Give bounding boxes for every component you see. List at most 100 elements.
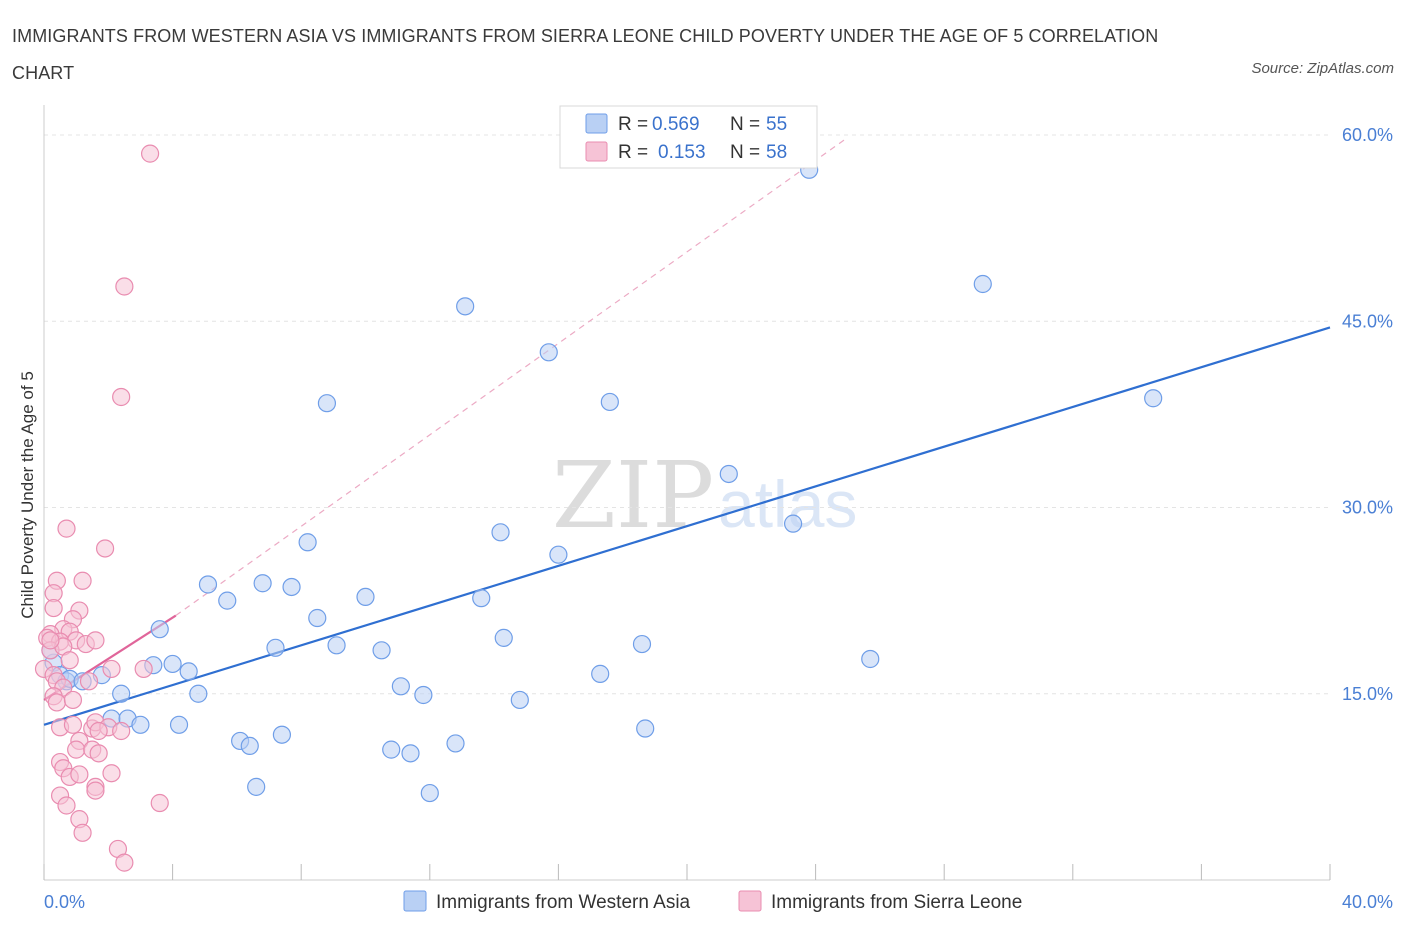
legend-n-value-1: 58: [766, 142, 787, 163]
point-1-48: [86, 781, 105, 800]
bottom-legend-label-sierra-leone: Immigrants from Sierra Leone: [771, 892, 1022, 913]
point-0-51: [861, 649, 880, 669]
point-1-6: [73, 571, 92, 590]
point-1-2: [112, 387, 131, 407]
point-0-49: [783, 514, 803, 533]
point-0-36: [446, 734, 465, 753]
point-0-11: [150, 620, 169, 639]
point-0-47: [636, 719, 655, 738]
x-tick-label-right: 40.0%: [1342, 892, 1393, 912]
point-0-23: [272, 725, 292, 744]
point-0-9: [131, 715, 150, 734]
point-0-19: [240, 736, 259, 756]
legend-r-label-1: R =: [618, 142, 648, 163]
point-0-40: [494, 628, 513, 647]
y-tick-label-2: 45.0%: [1342, 311, 1393, 331]
point-1-50: [57, 796, 76, 815]
point-0-17: [218, 591, 237, 610]
point-0-22: [266, 638, 285, 657]
axes: [43, 105, 1331, 881]
legend-r-value-1: 0.153: [658, 142, 706, 163]
point-0-39: [491, 523, 510, 542]
point-1-57: [41, 631, 60, 650]
point-0-41: [510, 690, 529, 710]
legend-n-label-0: N =: [730, 114, 760, 135]
legend-n-label-1: N =: [730, 142, 760, 163]
point-0-34: [414, 685, 433, 705]
point-0-37: [456, 297, 475, 316]
point-0-53: [1144, 389, 1163, 408]
y-tick-labels: 15.0% 30.0% 45.0% 60.0%: [1342, 125, 1393, 704]
point-0-35: [420, 783, 439, 803]
point-0-52: [973, 274, 992, 294]
point-1-33: [63, 715, 83, 734]
point-1-31: [63, 690, 83, 710]
point-0-21: [253, 574, 272, 593]
point-1-28: [79, 672, 99, 691]
point-1-3: [57, 519, 76, 538]
point-1-30: [47, 693, 66, 712]
point-0-25: [298, 533, 317, 552]
series-sierra-leone: [34, 144, 169, 872]
point-0-13: [169, 715, 189, 734]
point-0-48: [719, 464, 738, 484]
trend-extension-1: [175, 136, 849, 617]
trend-line-0: [43, 326, 1331, 726]
point-1-55: [115, 853, 134, 872]
point-1-23: [60, 651, 79, 670]
point-1-53: [73, 823, 92, 842]
legend-r-value-0: 0.569: [652, 114, 700, 135]
point-0-6: [112, 684, 131, 703]
point-1-51: [150, 793, 169, 813]
point-0-24: [282, 577, 301, 597]
point-0-30: [372, 641, 391, 660]
point-1-4: [95, 539, 115, 558]
point-1-24: [102, 659, 121, 679]
point-0-27: [317, 394, 337, 413]
point-0-28: [327, 636, 346, 655]
point-0-29: [356, 587, 375, 607]
point-0-31: [382, 740, 401, 759]
legend-box: R = 0.569 N = 55 R = 0.153 N = 58: [559, 105, 818, 169]
bottom-legend-swatch-sierra-leone: [738, 890, 762, 912]
y-tick-label-1: 30.0%: [1342, 498, 1393, 518]
bottom-legend-swatch-western-asia: [403, 890, 427, 912]
point-0-44: [591, 664, 610, 683]
point-0-26: [308, 608, 327, 628]
point-0-45: [600, 392, 619, 412]
point-0-12: [163, 654, 182, 674]
watermark-zip: ZIP: [552, 442, 714, 549]
point-0-42: [539, 343, 558, 362]
bottom-legend-label-western-asia: Immigrants from Western Asia: [436, 892, 691, 913]
legend-swatch-western-asia: [585, 113, 608, 134]
point-1-45: [70, 765, 89, 784]
point-1-25: [134, 659, 153, 679]
point-1-41: [89, 744, 108, 763]
bottom-legend: Immigrants from Western Asia Immigrants …: [403, 890, 1022, 913]
series-western-asia: [41, 160, 1163, 803]
point-1-39: [67, 740, 86, 759]
chart-title: IMMIGRANTS FROM WESTERN ASIA VS IMMIGRAN…: [12, 26, 1159, 83]
point-1-37: [112, 721, 131, 741]
point-1-1: [115, 277, 134, 296]
source-label: Source: ZipAtlas.com: [1251, 60, 1394, 77]
point-1-46: [102, 764, 121, 783]
point-1-18: [86, 631, 105, 650]
legend-r-label-0: R =: [618, 114, 648, 135]
trend-lines: [43, 136, 1331, 726]
x-tick-label-left: 0.0%: [44, 892, 85, 912]
gridlines: [44, 134, 1330, 695]
point-0-16: [198, 575, 218, 594]
legend-n-value-0: 55: [766, 114, 787, 135]
legend-swatch-sierra-leone: [585, 141, 608, 162]
point-0-32: [391, 677, 410, 696]
point-1-56: [89, 721, 108, 741]
y-axis-label: Child Poverty Under the Age of 5: [18, 371, 37, 619]
point-0-46: [632, 634, 652, 654]
y-tick-label-3: 60.0%: [1342, 125, 1393, 145]
point-0-14: [179, 662, 198, 681]
point-0-43: [549, 545, 568, 564]
point-0-33: [401, 744, 420, 763]
point-0-38: [472, 589, 491, 608]
